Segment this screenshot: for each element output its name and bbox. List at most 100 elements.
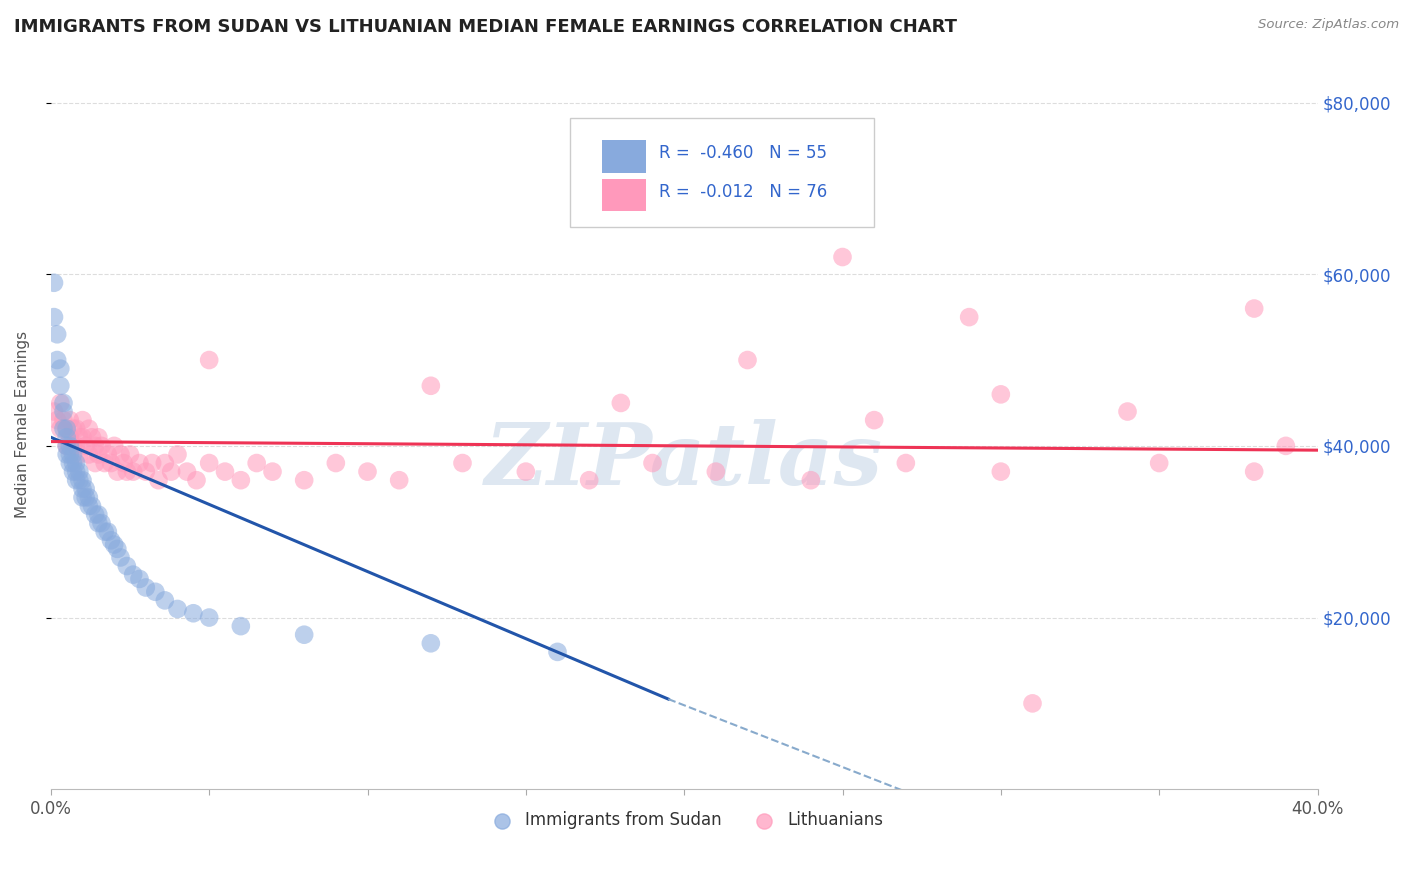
Point xyxy=(115,465,138,479)
Point xyxy=(77,491,100,505)
Point xyxy=(62,456,84,470)
Point xyxy=(52,396,75,410)
Point xyxy=(110,447,132,461)
Point xyxy=(42,310,65,325)
Point xyxy=(87,508,110,522)
Point xyxy=(166,602,188,616)
Text: ZIPatlas: ZIPatlas xyxy=(485,419,883,502)
Point xyxy=(75,482,97,496)
Point xyxy=(49,396,72,410)
Point xyxy=(160,465,183,479)
Point xyxy=(55,439,77,453)
Point xyxy=(1243,301,1265,316)
Point xyxy=(115,559,138,574)
Point xyxy=(388,473,411,487)
Point xyxy=(55,422,77,436)
Point xyxy=(46,327,69,342)
Point xyxy=(42,404,65,418)
Point xyxy=(153,456,176,470)
Point xyxy=(55,447,77,461)
Point xyxy=(186,473,208,487)
Point xyxy=(59,413,82,427)
Point xyxy=(419,636,441,650)
Point xyxy=(990,465,1012,479)
Point xyxy=(93,456,115,470)
Point xyxy=(87,516,110,530)
Point xyxy=(451,456,474,470)
Point xyxy=(325,456,347,470)
Point xyxy=(49,378,72,392)
Point xyxy=(72,430,94,444)
Point xyxy=(135,465,157,479)
Y-axis label: Median Female Earnings: Median Female Earnings xyxy=(15,331,30,518)
Point xyxy=(122,567,145,582)
Point xyxy=(246,456,269,470)
Point xyxy=(800,473,823,487)
Point xyxy=(59,456,82,470)
Point xyxy=(1021,697,1043,711)
Point xyxy=(578,473,600,487)
Point xyxy=(42,276,65,290)
Point xyxy=(100,456,122,470)
Point xyxy=(262,465,284,479)
Point xyxy=(72,482,94,496)
Point xyxy=(77,447,100,461)
Point xyxy=(214,465,236,479)
Point xyxy=(52,404,75,418)
Text: Source: ZipAtlas.com: Source: ZipAtlas.com xyxy=(1258,18,1399,31)
Point xyxy=(990,387,1012,401)
Point xyxy=(59,439,82,453)
Point xyxy=(1275,439,1298,453)
Point xyxy=(62,439,84,453)
Point xyxy=(292,473,315,487)
Point xyxy=(75,439,97,453)
Point xyxy=(198,353,221,368)
Point xyxy=(90,516,112,530)
Point xyxy=(112,456,135,470)
Point xyxy=(100,533,122,548)
Point xyxy=(55,439,77,453)
Point xyxy=(118,447,141,461)
Point xyxy=(65,439,87,453)
Point xyxy=(105,541,128,556)
Point xyxy=(110,550,132,565)
Point xyxy=(80,430,103,444)
Point xyxy=(72,491,94,505)
Point xyxy=(122,465,145,479)
Point xyxy=(610,396,633,410)
Point xyxy=(46,353,69,368)
Point xyxy=(80,499,103,513)
Point xyxy=(737,353,759,368)
Text: R =  -0.460   N = 55: R = -0.460 N = 55 xyxy=(659,144,827,162)
Point xyxy=(77,499,100,513)
Point xyxy=(704,465,727,479)
Point xyxy=(97,447,120,461)
Point xyxy=(46,413,69,427)
Point xyxy=(49,361,72,376)
Bar xyxy=(602,140,647,173)
Point xyxy=(143,584,166,599)
Point xyxy=(62,422,84,436)
Point xyxy=(198,456,221,470)
Point xyxy=(419,378,441,392)
Point xyxy=(183,607,205,621)
Point xyxy=(103,439,125,453)
Point xyxy=(67,465,90,479)
Point xyxy=(87,430,110,444)
Point xyxy=(49,422,72,436)
Point xyxy=(77,422,100,436)
Point xyxy=(547,645,569,659)
Point xyxy=(65,422,87,436)
Point xyxy=(863,413,886,427)
Point xyxy=(1116,404,1139,418)
Point xyxy=(67,430,90,444)
Point xyxy=(641,456,664,470)
Point xyxy=(153,593,176,607)
Point xyxy=(176,465,198,479)
Text: IMMIGRANTS FROM SUDAN VS LITHUANIAN MEDIAN FEMALE EARNINGS CORRELATION CHART: IMMIGRANTS FROM SUDAN VS LITHUANIAN MEDI… xyxy=(14,18,957,36)
Point xyxy=(356,465,378,479)
Point xyxy=(229,619,252,633)
Point xyxy=(62,465,84,479)
Point xyxy=(97,524,120,539)
Point xyxy=(1243,465,1265,479)
